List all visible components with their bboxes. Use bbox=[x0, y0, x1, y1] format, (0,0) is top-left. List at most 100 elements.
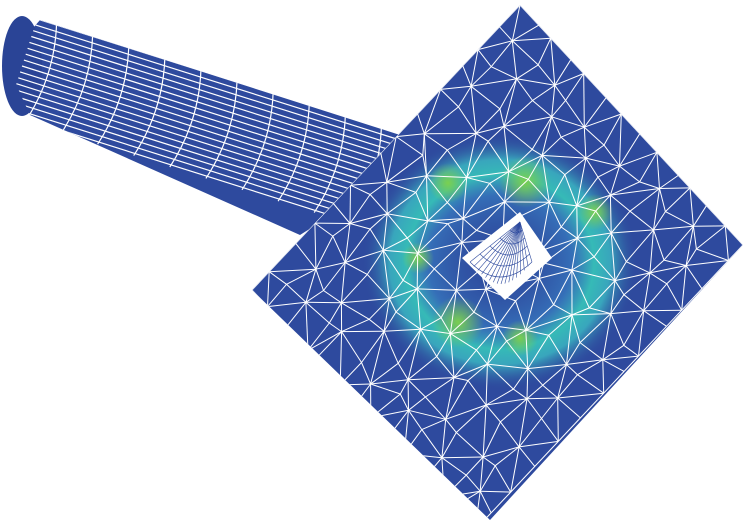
mesh-edge bbox=[436, 356, 455, 378]
mesh-edge bbox=[403, 453, 426, 478]
mesh-edge bbox=[386, 154, 424, 183]
mesh-edge bbox=[557, 397, 559, 442]
mesh-edge bbox=[25, 53, 400, 175]
mesh-edge bbox=[369, 181, 388, 195]
mesh-edge bbox=[609, 165, 620, 196]
mesh-edge bbox=[397, 363, 409, 380]
mesh-edge bbox=[369, 194, 388, 215]
mesh-edge bbox=[614, 261, 627, 281]
mesh-edge bbox=[441, 457, 467, 476]
mesh-ring bbox=[169, 68, 202, 168]
mesh-edge bbox=[610, 310, 644, 315]
mesh-edge bbox=[470, 49, 479, 87]
mesh-edge bbox=[610, 232, 616, 281]
mesh-edge bbox=[349, 185, 351, 224]
mesh-edge bbox=[388, 280, 404, 299]
mesh-edge bbox=[477, 221, 521, 271]
mesh-edge bbox=[597, 176, 611, 196]
mesh-edge bbox=[445, 380, 469, 420]
mesh-edge bbox=[333, 203, 351, 224]
mesh-edge bbox=[526, 384, 544, 400]
mesh-edge bbox=[571, 307, 590, 316]
mesh-edge bbox=[541, 155, 566, 175]
mesh-edge bbox=[477, 49, 492, 68]
mesh-edge bbox=[305, 290, 324, 303]
mesh-edge bbox=[583, 97, 607, 128]
mesh-edge bbox=[425, 377, 455, 398]
mesh-edge bbox=[525, 330, 529, 369]
mesh-edge bbox=[516, 78, 533, 101]
mesh-edge bbox=[397, 329, 422, 364]
mesh-edge bbox=[466, 177, 490, 184]
mesh-ring bbox=[277, 102, 310, 202]
mesh-edge bbox=[549, 201, 577, 207]
mesh-edge bbox=[369, 213, 388, 230]
mesh-edge bbox=[395, 288, 418, 313]
mesh-edge bbox=[504, 171, 510, 202]
mesh-edge bbox=[383, 298, 390, 332]
mesh-edge bbox=[557, 392, 604, 399]
mesh-edge bbox=[499, 421, 520, 448]
stress-hotspot bbox=[432, 296, 484, 348]
mesh-edge bbox=[487, 126, 505, 142]
mesh-edge bbox=[626, 261, 651, 274]
mesh-edge bbox=[295, 243, 317, 270]
mesh-edge bbox=[328, 302, 342, 324]
mesh-edge bbox=[421, 429, 443, 458]
mesh-edge bbox=[692, 205, 707, 227]
mesh-edge bbox=[417, 220, 429, 254]
mesh-edge bbox=[554, 85, 567, 101]
mesh-edge bbox=[426, 175, 448, 203]
mesh-edge bbox=[619, 165, 640, 183]
mesh-edge bbox=[417, 113, 425, 134]
mesh-edge bbox=[450, 325, 498, 335]
mesh-edge bbox=[508, 149, 533, 173]
mesh-edge bbox=[474, 512, 492, 520]
mesh-edge bbox=[499, 26, 513, 42]
mesh-edge bbox=[531, 148, 543, 156]
mesh-edge bbox=[666, 309, 683, 327]
mesh-edge bbox=[543, 262, 573, 271]
mesh-edge bbox=[560, 205, 578, 228]
mesh-edge bbox=[571, 269, 590, 309]
mesh-edge bbox=[610, 280, 616, 314]
mesh-edge bbox=[576, 237, 595, 258]
mesh-edge bbox=[479, 490, 492, 514]
mesh-edge bbox=[458, 106, 477, 134]
mesh-edge bbox=[639, 181, 660, 189]
mesh-edge bbox=[349, 213, 388, 224]
mesh-edge bbox=[653, 225, 694, 231]
mesh-edge bbox=[455, 404, 487, 433]
mesh-edge bbox=[553, 269, 573, 305]
mesh-edge bbox=[386, 181, 417, 193]
mesh-edge bbox=[541, 418, 559, 442]
mesh-edge bbox=[525, 329, 549, 336]
mesh-edge bbox=[485, 404, 501, 423]
mesh-edge bbox=[623, 344, 639, 357]
mesh-edge bbox=[399, 379, 409, 395]
mesh-edge bbox=[610, 181, 640, 196]
mesh-edge bbox=[350, 181, 387, 186]
mesh-edge bbox=[447, 218, 464, 225]
mesh-ring bbox=[241, 90, 274, 191]
mesh-edge bbox=[653, 211, 666, 231]
mesh-edge bbox=[481, 221, 521, 275]
mesh-edge bbox=[490, 66, 517, 80]
mesh-edge bbox=[426, 149, 448, 177]
mesh-edge bbox=[465, 474, 481, 492]
mesh-edge bbox=[305, 269, 317, 303]
mesh-edge bbox=[361, 330, 385, 363]
mesh-edge bbox=[564, 157, 587, 175]
mesh-edge bbox=[340, 262, 346, 303]
mesh-edge bbox=[656, 152, 660, 189]
mesh-edge bbox=[603, 371, 625, 394]
mesh-edge bbox=[659, 187, 691, 189]
mesh-edge bbox=[268, 271, 287, 285]
mesh-edge bbox=[602, 344, 625, 361]
mesh-edge bbox=[21, 65, 400, 187]
mesh-edge bbox=[686, 260, 729, 266]
central-hole bbox=[462, 212, 552, 300]
mesh-edge bbox=[583, 73, 585, 128]
mesh-edge bbox=[610, 188, 660, 196]
mesh-edge bbox=[602, 355, 639, 361]
